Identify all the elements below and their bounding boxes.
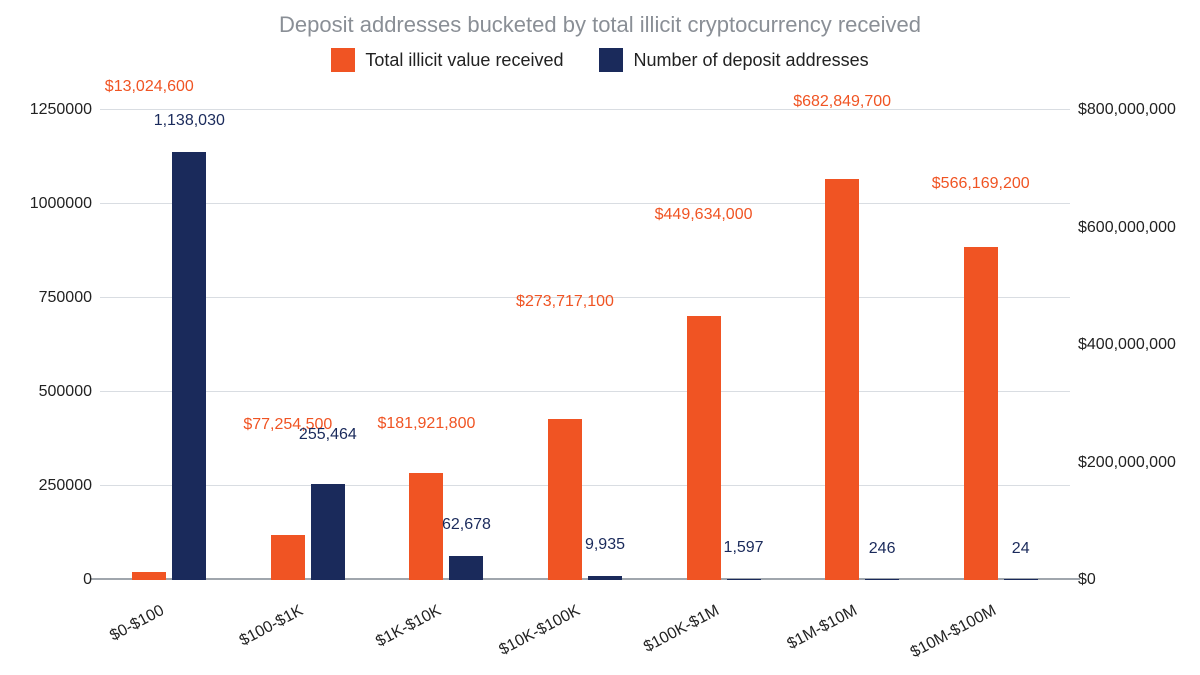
x-tick-label: $1K-$10K [374, 602, 445, 651]
y-left-tick: 1250000 [30, 101, 92, 119]
data-label-addresses: 62,678 [442, 516, 491, 534]
x-tick-label: $10M-$100M [907, 602, 999, 662]
bar-addresses [588, 576, 622, 580]
y-right-tick: $600,000,000 [1078, 219, 1176, 237]
bar-addresses [172, 152, 206, 580]
bar-group: $566,169,20024$10M-$100M [931, 110, 1070, 580]
data-label-illicit: $449,634,000 [655, 206, 753, 224]
plot-area: 025000050000075000010000001250000$0$200,… [100, 110, 1070, 580]
bar-group: $77,254,500255,464$100-$1K [239, 110, 378, 580]
x-tick-label: $0-$100 [107, 602, 167, 645]
chart-title: Deposit addresses bucketed by total illi… [0, 12, 1200, 38]
data-label-addresses: 255,464 [299, 426, 357, 444]
bar-illicit [271, 535, 305, 580]
data-label-addresses: 24 [1012, 540, 1030, 558]
data-label-addresses: 1,597 [724, 539, 764, 557]
bar-addresses [311, 484, 345, 580]
legend-item-addresses: Number of deposit addresses [599, 48, 868, 72]
legend: Total illicit value received Number of d… [0, 48, 1200, 72]
data-label-illicit: $13,024,600 [105, 78, 194, 96]
y-left-tick: 500000 [39, 383, 92, 401]
legend-label-addresses: Number of deposit addresses [633, 50, 868, 71]
bar-addresses [1004, 579, 1038, 580]
bar-illicit [548, 419, 582, 580]
data-label-illicit: $273,717,100 [516, 293, 614, 311]
y-left-tick: 1000000 [30, 195, 92, 213]
x-tick-label: $10K-$100K [496, 602, 583, 660]
bar-group: $273,717,1009,935$10K-$100K [516, 110, 655, 580]
y-right-tick: $0 [1078, 571, 1096, 589]
chart-container: Deposit addresses bucketed by total illi… [0, 0, 1200, 675]
legend-swatch-illicit [331, 48, 355, 72]
legend-swatch-addresses [599, 48, 623, 72]
bar-illicit [825, 179, 859, 580]
x-tick-label: $1M-$10M [785, 602, 861, 654]
bar-addresses [449, 556, 483, 580]
y-right-tick: $200,000,000 [1078, 454, 1176, 472]
bar-group: $682,849,700246$1M-$10M [793, 110, 932, 580]
y-left-tick: 0 [83, 571, 92, 589]
x-tick-label: $100K-$1M [641, 602, 722, 657]
x-tick-label: $100-$1K [237, 602, 307, 650]
y-right-tick: $400,000,000 [1078, 336, 1176, 354]
y-right-tick: $800,000,000 [1078, 101, 1176, 119]
legend-label-illicit: Total illicit value received [365, 50, 563, 71]
bar-illicit [409, 473, 443, 580]
data-label-addresses: 1,138,030 [154, 112, 225, 130]
y-left-tick: 250000 [39, 477, 92, 495]
bar-group: $181,921,80062,678$1K-$10K [377, 110, 516, 580]
data-label-addresses: 246 [869, 540, 896, 558]
data-label-illicit: $181,921,800 [377, 415, 475, 433]
bar-group: $13,024,6001,138,030$0-$100 [100, 110, 239, 580]
bar-addresses [727, 579, 761, 580]
bar-illicit [132, 572, 166, 580]
data-label-illicit: $566,169,200 [932, 175, 1030, 193]
data-label-illicit: $682,849,700 [793, 93, 891, 111]
bar-illicit [964, 247, 998, 580]
legend-item-illicit: Total illicit value received [331, 48, 563, 72]
bar-addresses [865, 579, 899, 580]
y-left-tick: 750000 [39, 289, 92, 307]
bar-illicit [687, 316, 721, 580]
data-label-addresses: 9,935 [585, 536, 625, 554]
bar-group: $449,634,0001,597$100K-$1M [654, 110, 793, 580]
